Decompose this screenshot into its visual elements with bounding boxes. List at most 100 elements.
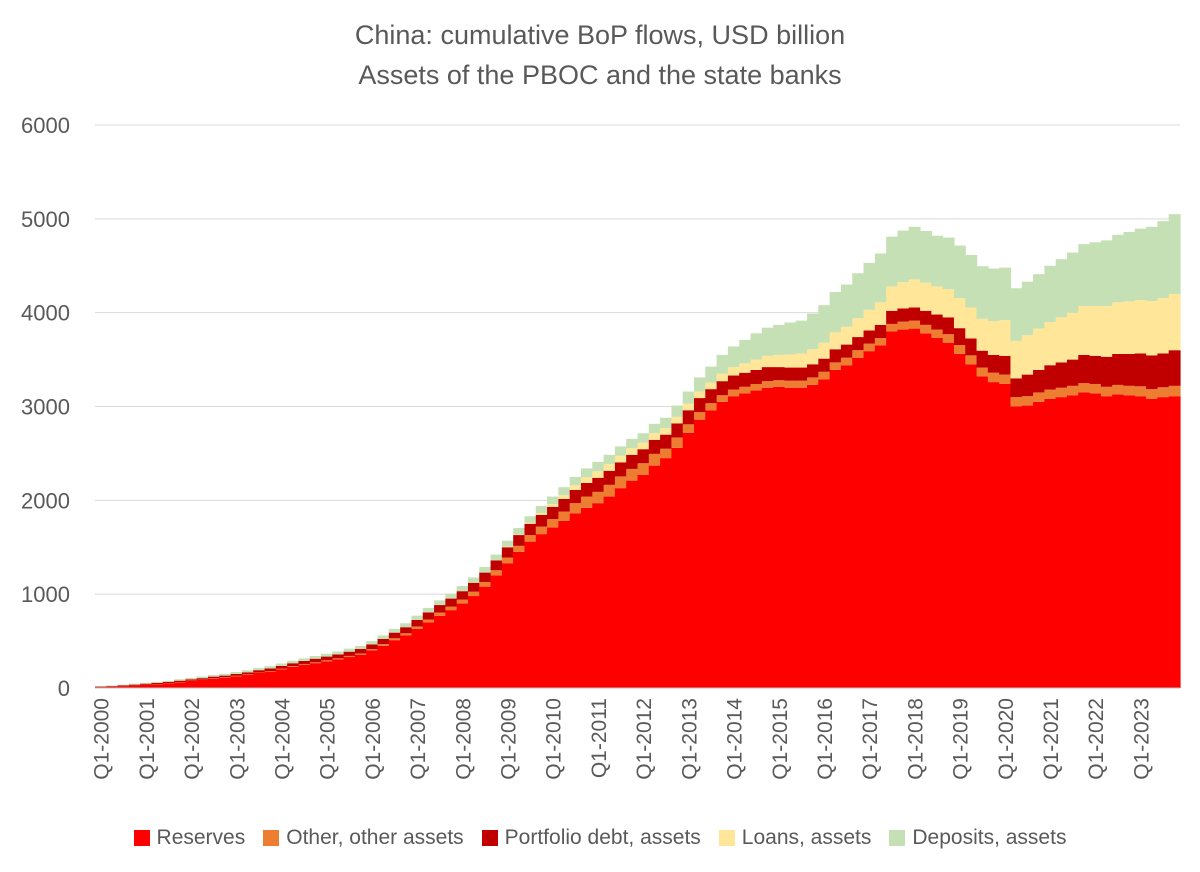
- bar-segment-other-other-assets: [513, 545, 526, 552]
- bar-segment-portfolio-debt-assets: [840, 344, 853, 358]
- bar-segment-other-other-assets: [682, 424, 695, 433]
- bar-segment-deposits-assets: [321, 653, 333, 657]
- bar-segment-other-other-assets: [852, 350, 865, 358]
- bar-segment-portfolio-debt-assets: [727, 375, 740, 390]
- bar-segment-reserves: [445, 610, 458, 688]
- bar-segment-other-other-assets: [999, 374, 1012, 384]
- bar-segment-deposits-assets: [1157, 221, 1170, 299]
- y-tick-label: 3000: [21, 395, 70, 420]
- bar-segment-deposits-assets: [637, 433, 650, 443]
- chart-subtitle: Assets of the PBOC and the state banks: [358, 60, 842, 90]
- bar-segment-other-other-assets: [1044, 389, 1057, 399]
- bar-segment-loans-assets: [908, 279, 921, 308]
- y-tick-label: 1000: [21, 582, 70, 607]
- bar-segment-deposits-assets: [840, 284, 853, 327]
- bar-segment-other-other-assets: [298, 664, 311, 666]
- x-tick-label: Q1-2000: [91, 698, 114, 780]
- legend-item: Deposits, assets: [889, 826, 1066, 850]
- bar-segment-loans-assets: [535, 513, 548, 515]
- bar-segment-portfolio-debt-assets: [942, 317, 955, 335]
- bar-segment-reserves: [920, 333, 932, 688]
- bar-segment-deposits-assets: [1134, 228, 1147, 300]
- bar-segment-other-other-assets: [377, 644, 390, 646]
- x-tick-label: Q1-2012: [633, 698, 656, 780]
- bar-segment-portfolio-debt-assets: [908, 307, 921, 321]
- legend-label: Reserves: [156, 826, 246, 849]
- bar-segment-other-other-assets: [445, 606, 458, 611]
- bar-segment-deposits-assets: [128, 683, 141, 685]
- bar-segment-loans-assets: [705, 382, 718, 390]
- bar-segment-deposits-assets: [648, 423, 661, 434]
- bar-segment-reserves: [174, 682, 187, 688]
- bar-segment-reserves: [377, 645, 390, 688]
- bar-segment-reserves: [219, 677, 232, 688]
- bar-segment-loans-assets: [1044, 322, 1057, 366]
- bar-segment-deposits-assets: [999, 267, 1012, 321]
- bar-segment-other-other-assets: [467, 591, 480, 597]
- bar-segment-reserves: [434, 615, 446, 688]
- legend-label: Deposits, assets: [912, 826, 1067, 849]
- bar-segment-reserves: [931, 338, 944, 688]
- bar-segment-deposits-assets: [490, 554, 503, 561]
- bar-segment-other-other-assets: [897, 321, 910, 330]
- bar-segment-loans-assets: [1055, 317, 1068, 363]
- bar-segment-reserves: [580, 507, 593, 688]
- bar-segment-portfolio-debt-assets: [976, 350, 989, 368]
- bar-segment-portfolio-debt-assets: [309, 658, 322, 663]
- bar-segment-portfolio-debt-assets: [467, 582, 480, 592]
- bar-segment-deposits-assets: [354, 645, 367, 649]
- bar-segment-portfolio-debt-assets: [388, 632, 401, 639]
- bar-segment-reserves: [874, 345, 887, 688]
- bar-segment-reserves: [987, 382, 1000, 688]
- bar-segment-loans-assets: [513, 534, 526, 536]
- bar-segment-deposits-assets: [1168, 214, 1181, 294]
- bar-segment-loans-assets: [920, 282, 932, 311]
- bar-segment-deposits-assets: [219, 673, 232, 676]
- bar-segment-deposits-assets: [241, 670, 254, 673]
- bar-segment-reserves: [1033, 401, 1045, 688]
- bar-segment-loans-assets: [965, 307, 978, 339]
- bar-segment-reserves: [558, 520, 571, 688]
- bar-segment-portfolio-debt-assets: [1033, 369, 1045, 393]
- bar-segment-other-other-assets: [580, 496, 593, 508]
- bar-segment-other-other-assets: [976, 367, 989, 377]
- bar-segment-portfolio-debt-assets: [1021, 374, 1034, 397]
- bar-segment-reserves: [863, 351, 876, 688]
- bar-segment-portfolio-debt-assets: [750, 369, 763, 384]
- bar-segment-reserves: [648, 465, 661, 688]
- bar-segment-loans-assets: [580, 477, 593, 483]
- x-tick-label: Q1-2011: [588, 698, 611, 778]
- x-tick-label: Q1-2015: [769, 698, 792, 780]
- bar-segment-reserves: [976, 376, 989, 688]
- legend-swatch: [889, 830, 906, 846]
- bar-segment-other-other-assets: [490, 570, 503, 576]
- bar-segment-portfolio-debt-assets: [694, 398, 706, 413]
- bar-segment-loans-assets: [1134, 300, 1147, 354]
- bar-segment-reserves: [535, 534, 548, 688]
- bar-segment-loans-assets: [1089, 306, 1102, 356]
- x-tick-label: Q1-2002: [181, 698, 204, 780]
- bar-segment-deposits-assets: [773, 324, 786, 355]
- x-tick-label: Q1-2007: [407, 698, 430, 780]
- bar-segment-loans-assets: [694, 391, 706, 399]
- bar-segment-other-other-assets: [648, 453, 661, 466]
- bar-segment-deposits-assets: [501, 540, 514, 547]
- legend-label: Other, other assets: [286, 826, 464, 849]
- bar-segment-portfolio-debt-assets: [1078, 354, 1091, 384]
- bar-segment-reserves: [727, 396, 740, 688]
- bar-segment-other-other-assets: [1134, 386, 1147, 397]
- bar-segment-loans-assets: [648, 433, 661, 440]
- bar-segment-portfolio-debt-assets: [524, 523, 537, 536]
- bar-segment-deposits-assets: [434, 600, 446, 606]
- bar-segment-reserves: [128, 685, 141, 688]
- bar-segment-reserves: [241, 674, 254, 688]
- bar-segment-reserves: [999, 383, 1012, 688]
- bar-segment-portfolio-debt-assets: [953, 328, 966, 346]
- bar-segment-portfolio-debt-assets: [1089, 355, 1102, 384]
- bar-segment-other-other-assets: [400, 633, 413, 636]
- bar-segment-portfolio-debt-assets: [128, 684, 141, 686]
- bar-segment-deposits-assets: [479, 566, 492, 573]
- bar-segment-deposits-assets: [1044, 265, 1057, 323]
- bar-segment-portfolio-debt-assets: [321, 656, 333, 661]
